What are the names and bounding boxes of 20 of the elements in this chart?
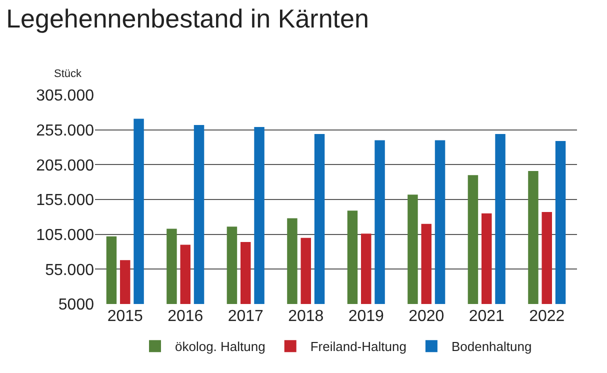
legend-label: Bodenhaltung (451, 339, 532, 354)
x-tick-label: 2021 (468, 308, 505, 325)
text: Stück (54, 68, 82, 80)
legend-label: ökolog. Haltung (175, 339, 266, 354)
y-tick-label: 205.000 (36, 157, 94, 174)
legend-label: Freiland-Haltung (310, 339, 406, 354)
y-tick-label: 5000 (58, 296, 94, 314)
y-tick-label: 155.000 (36, 192, 94, 210)
x-tick-label: 2020 (408, 308, 444, 325)
x-tick-label: 2018 (288, 308, 324, 325)
x-tick-label: 2016 (168, 308, 204, 325)
x-tick-label: 2019 (348, 308, 384, 325)
chart-title: Legehennenbestand in Kärnten (6, 4, 369, 34)
x-tick-label: 2022 (529, 308, 565, 325)
y-tick-label: 305.000 (36, 88, 94, 105)
x-tick-label: 2017 (228, 308, 264, 325)
x-tick-label: 2015 (107, 308, 144, 325)
y-tick-label: 55.000 (45, 262, 94, 279)
y-tick-label: 105.000 (36, 226, 94, 244)
y-tick-label: 255.000 (36, 122, 94, 140)
